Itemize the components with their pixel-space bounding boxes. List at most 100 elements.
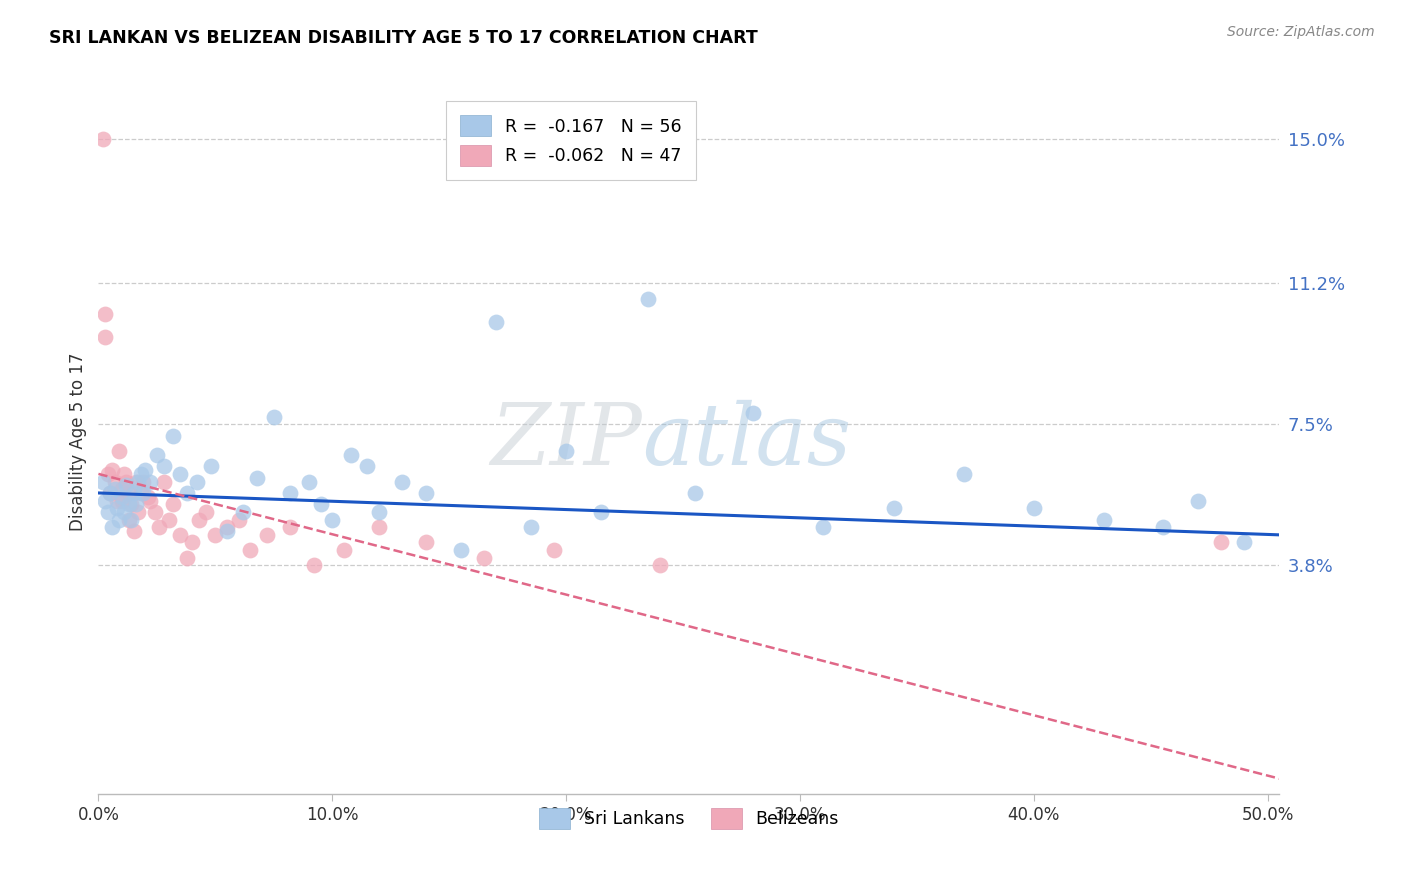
Point <box>302 558 325 573</box>
Point <box>146 448 169 462</box>
Point <box>111 493 134 508</box>
Point <box>111 482 134 496</box>
Point <box>485 314 508 328</box>
Point <box>136 490 159 504</box>
Point <box>91 132 114 146</box>
Point <box>97 505 120 519</box>
Point <box>204 528 226 542</box>
Point <box>105 501 128 516</box>
Point <box>118 513 141 527</box>
Point <box>153 475 176 489</box>
Point <box>591 505 613 519</box>
Point <box>127 475 149 489</box>
Point <box>105 493 128 508</box>
Point <box>520 520 543 534</box>
Point <box>368 520 391 534</box>
Point <box>176 486 198 500</box>
Text: ZIP: ZIP <box>489 401 641 483</box>
Point <box>120 513 142 527</box>
Point <box>125 475 148 489</box>
Point <box>391 475 413 489</box>
Point <box>278 486 301 500</box>
Point <box>118 497 141 511</box>
Point <box>813 520 835 534</box>
Point <box>125 497 148 511</box>
Point <box>112 467 135 481</box>
Point <box>215 524 238 538</box>
Y-axis label: Disability Age 5 to 17: Disability Age 5 to 17 <box>69 352 87 531</box>
Point <box>1092 513 1115 527</box>
Point <box>1187 493 1209 508</box>
Point <box>115 475 138 489</box>
Point <box>132 486 155 500</box>
Point <box>232 505 254 519</box>
Point <box>91 475 114 489</box>
Point <box>472 550 495 565</box>
Point <box>139 493 162 508</box>
Point <box>104 475 127 489</box>
Point <box>368 505 391 519</box>
Point <box>555 444 578 458</box>
Point <box>228 513 250 527</box>
Point <box>101 520 124 534</box>
Point <box>683 486 706 500</box>
Point <box>112 505 135 519</box>
Point <box>162 429 184 443</box>
Point <box>188 513 211 527</box>
Point <box>120 497 142 511</box>
Point <box>278 520 301 534</box>
Point <box>122 486 145 500</box>
Point <box>200 459 222 474</box>
Text: SRI LANKAN VS BELIZEAN DISABILITY AGE 5 TO 17 CORRELATION CHART: SRI LANKAN VS BELIZEAN DISABILITY AGE 5 … <box>49 29 758 46</box>
Point <box>108 513 131 527</box>
Point <box>169 528 191 542</box>
Point <box>139 475 162 489</box>
Text: Source: ZipAtlas.com: Source: ZipAtlas.com <box>1227 25 1375 39</box>
Point <box>97 467 120 481</box>
Point <box>176 550 198 565</box>
Point <box>263 409 285 424</box>
Point <box>246 471 269 485</box>
Point <box>148 520 170 534</box>
Point <box>111 490 134 504</box>
Point <box>94 307 117 321</box>
Point <box>101 463 124 477</box>
Point <box>450 543 472 558</box>
Point <box>742 406 765 420</box>
Point <box>333 543 356 558</box>
Point <box>415 486 437 500</box>
Point <box>1233 535 1256 549</box>
Point <box>162 497 184 511</box>
Point <box>543 543 565 558</box>
Point <box>356 459 378 474</box>
Point <box>98 486 121 500</box>
Point <box>309 497 332 511</box>
Point <box>127 505 149 519</box>
Point <box>94 330 117 344</box>
Point <box>134 463 156 477</box>
Text: atlas: atlas <box>641 401 851 483</box>
Point <box>153 459 176 474</box>
Point <box>169 467 191 481</box>
Point <box>340 448 363 462</box>
Point <box>186 475 208 489</box>
Point <box>132 475 155 489</box>
Point <box>115 478 138 492</box>
Point <box>883 501 905 516</box>
Point <box>256 528 278 542</box>
Point <box>1152 520 1174 534</box>
Point <box>952 467 974 481</box>
Point <box>94 493 117 508</box>
Point <box>108 444 131 458</box>
Point <box>298 475 321 489</box>
Point <box>1209 535 1232 549</box>
Point <box>239 543 262 558</box>
Point <box>122 524 145 538</box>
Point <box>104 482 127 496</box>
Point <box>98 486 121 500</box>
Legend: Sri Lankans, Belizeans: Sri Lankans, Belizeans <box>531 801 846 836</box>
Point <box>129 467 152 481</box>
Point <box>195 505 218 519</box>
Point <box>215 520 238 534</box>
Point <box>129 486 152 500</box>
